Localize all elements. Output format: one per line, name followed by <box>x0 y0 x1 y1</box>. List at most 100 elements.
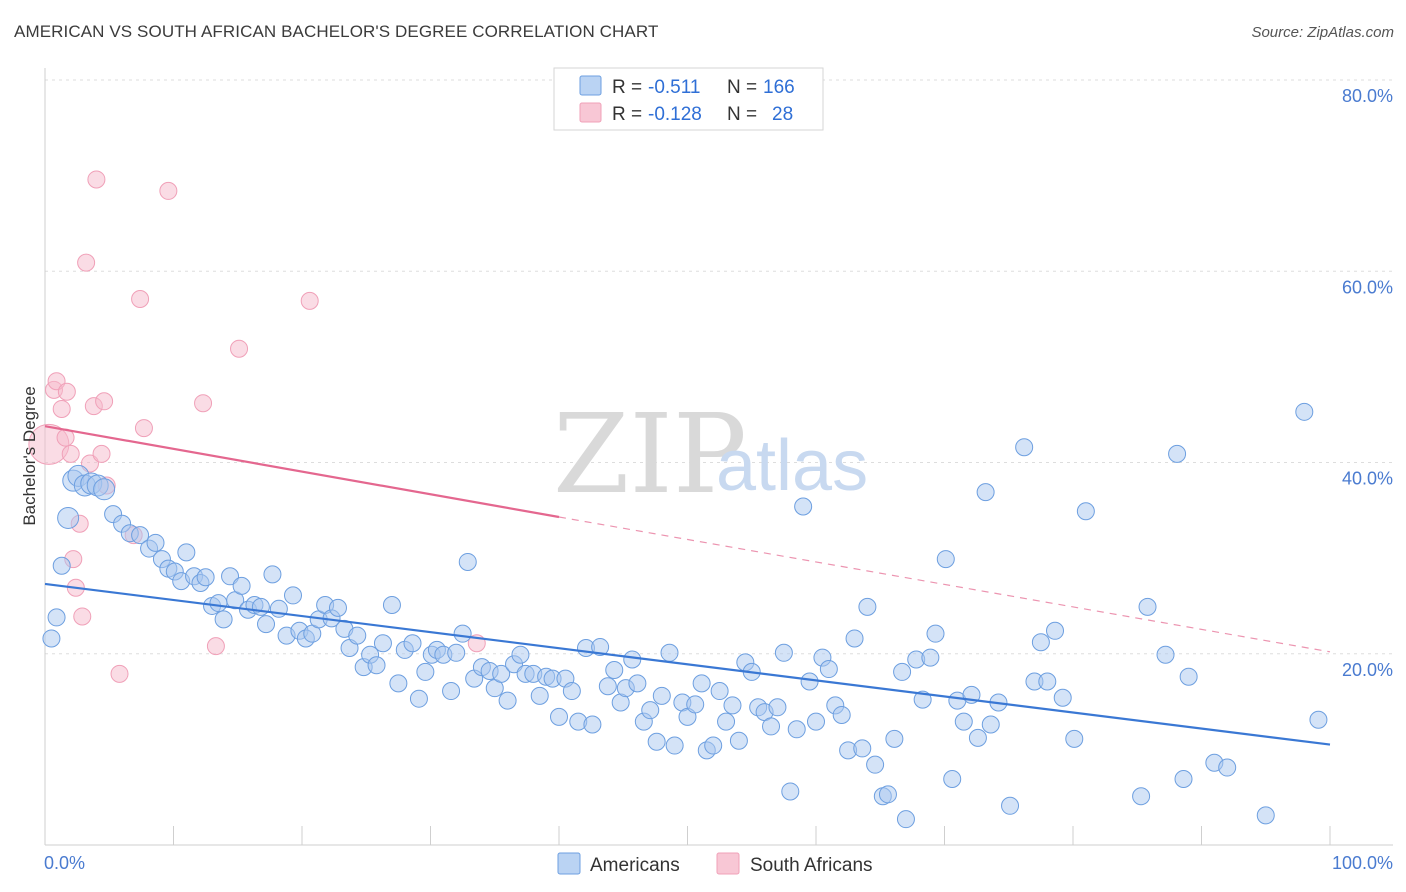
south-african-point <box>57 382 76 401</box>
american-point <box>57 506 80 529</box>
american-point <box>787 720 806 739</box>
americans-trend-line <box>44 582 1331 746</box>
south-african-point <box>52 399 71 418</box>
american-point <box>511 645 530 664</box>
south-african-point <box>61 444 80 463</box>
american-point <box>442 682 461 701</box>
american-point <box>1001 796 1020 815</box>
american-point <box>845 629 864 648</box>
american-point <box>232 576 251 595</box>
american-point <box>976 483 995 502</box>
american-point <box>968 728 987 747</box>
american-point <box>591 638 610 657</box>
american-point <box>42 629 61 648</box>
american-point <box>896 810 915 829</box>
american-point <box>794 497 813 516</box>
grid-lines <box>45 79 1393 655</box>
legend-label-south-africans: South Africans <box>750 855 873 876</box>
american-point <box>373 634 392 653</box>
american-point <box>853 739 872 758</box>
american-point <box>284 586 303 605</box>
american-point <box>1015 438 1034 457</box>
american-point <box>660 643 679 662</box>
american-point <box>665 736 684 755</box>
american-point <box>762 717 781 736</box>
american-point <box>704 736 723 755</box>
american-point <box>1065 729 1084 748</box>
american-point <box>251 597 270 616</box>
american-point <box>781 782 800 801</box>
south-african-point <box>159 181 178 200</box>
south-african-point <box>230 339 249 358</box>
american-point <box>598 677 617 696</box>
american-point <box>1218 758 1237 777</box>
legend-bottom: Americans South Africans <box>557 852 873 876</box>
american-point <box>47 608 66 627</box>
legend-label-americans: Americans <box>590 855 680 876</box>
y-tick-label: 60.0% <box>1342 277 1393 297</box>
american-point <box>409 689 428 708</box>
american-point <box>209 594 228 613</box>
south-african-point <box>300 291 319 310</box>
american-point <box>492 664 511 683</box>
american-point <box>807 712 825 731</box>
legend-r-label: R = <box>612 104 642 125</box>
american-point <box>214 610 233 629</box>
american-point <box>1038 672 1057 691</box>
american-point <box>954 712 973 731</box>
american-point <box>768 698 787 717</box>
american-point <box>893 662 912 681</box>
legend-top: R = -0.511 N = 166 R = -0.128 N = 28 <box>553 67 824 131</box>
american-point <box>774 643 793 662</box>
american-point <box>196 568 215 587</box>
american-point <box>52 556 71 575</box>
american-point <box>530 686 549 705</box>
american-point <box>936 550 955 569</box>
legend-n-label: N = <box>727 104 757 125</box>
legend-r-label: R = <box>612 77 642 98</box>
source-label: Source: ZipAtlas.com <box>1251 24 1394 41</box>
legend-swatch-americans <box>579 75 602 96</box>
legend-swatch-south-africans <box>716 852 740 875</box>
american-point <box>832 705 851 724</box>
american-point <box>1138 597 1157 616</box>
american-point <box>453 624 472 643</box>
south-african-point <box>87 170 106 189</box>
american-point <box>1174 770 1193 789</box>
american-point <box>1295 402 1314 421</box>
chart-title: AMERICAN VS SOUTH AFRICAN BACHELOR'S DEG… <box>14 22 659 41</box>
american-point <box>723 696 742 715</box>
south-african-point <box>110 664 129 683</box>
y-axis-labels: 20.0% 40.0% 60.0% 80.0% <box>1342 86 1393 680</box>
south-african-point <box>95 392 114 411</box>
south-africans-trend-extension <box>558 516 1331 653</box>
legend-swatch-americans <box>557 852 581 875</box>
american-point <box>1046 621 1065 640</box>
american-point <box>416 662 435 681</box>
american-point <box>885 729 904 748</box>
x-axis-labels: 0.0% 100.0% <box>44 853 1393 873</box>
american-point <box>389 674 408 693</box>
american-point <box>866 755 885 774</box>
american-point <box>1076 502 1095 521</box>
american-point <box>1179 667 1198 686</box>
south-african-point <box>194 394 213 413</box>
american-point <box>328 598 347 617</box>
american-point <box>641 701 660 720</box>
american-point <box>131 526 150 545</box>
american-point <box>583 715 602 734</box>
south-african-point <box>73 607 92 626</box>
american-point <box>221 567 240 586</box>
american-point <box>878 785 897 804</box>
american-point <box>550 707 568 726</box>
american-point <box>652 686 671 705</box>
legend-r-value-americans: -0.511 <box>648 77 700 98</box>
south-african-point <box>206 637 225 656</box>
american-point <box>819 660 838 679</box>
american-point <box>926 624 945 643</box>
american-point <box>1256 806 1275 825</box>
y-axis-title: Bachelor's Degree <box>20 386 39 525</box>
american-point <box>710 682 729 701</box>
american-point <box>729 731 748 750</box>
